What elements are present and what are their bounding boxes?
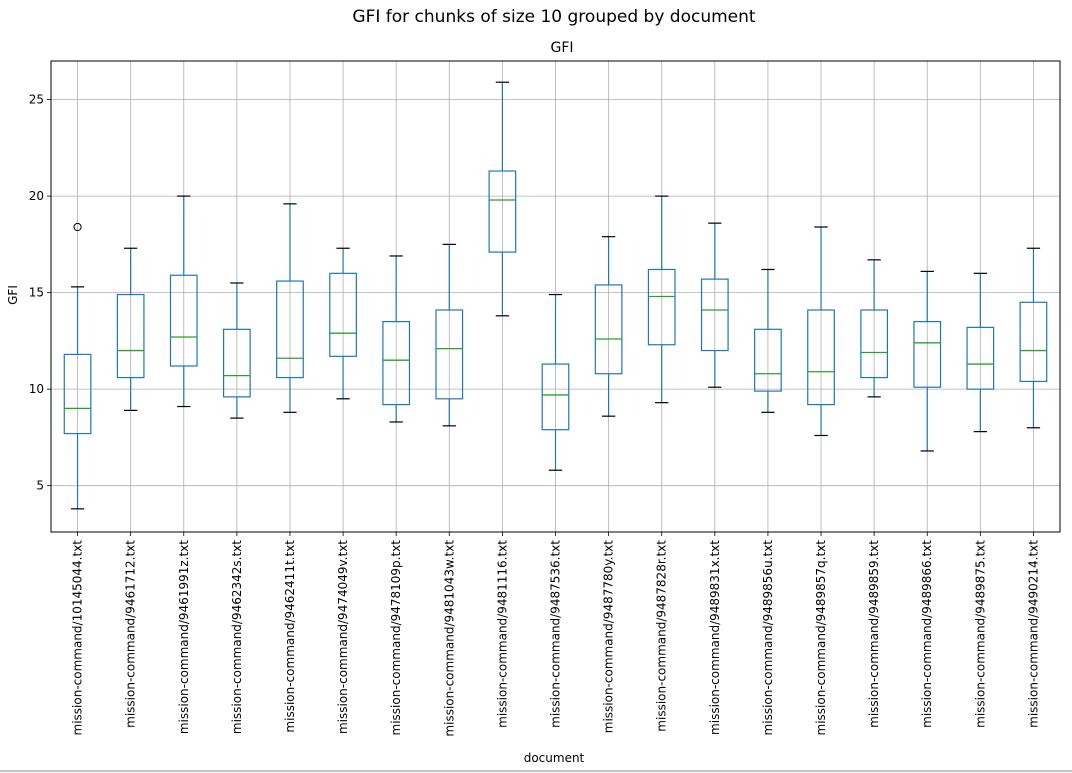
x-tick-label: mission-command/9478109p.txt — [389, 540, 403, 736]
box-body — [276, 280, 304, 379]
chart-suptitle: GFI for chunks of size 10 grouped by doc… — [352, 7, 756, 27]
y-tick-label: 20 — [29, 189, 44, 203]
x-tick-label: mission-command/10145044.txt — [71, 540, 85, 736]
box-body — [913, 320, 942, 388]
box-group — [700, 222, 729, 388]
box-body — [1019, 301, 1048, 383]
box-group — [276, 203, 304, 413]
x-tick-label: mission-command/9474049v.txt — [336, 540, 350, 734]
box-group — [488, 81, 517, 317]
x-tick-label: mission-command/9462342s.txt — [230, 540, 244, 734]
box-body — [63, 353, 92, 435]
y-axis-ticks: 5 10 15 20 25 — [29, 93, 51, 493]
box-group — [63, 222, 92, 510]
x-tick-label: mission-command/9490214.txt — [1026, 540, 1040, 728]
box-body — [329, 272, 357, 357]
box-series — [63, 81, 1048, 510]
y-tick-label: 15 — [29, 286, 44, 300]
box-group — [541, 293, 570, 471]
x-axis-label: document — [524, 751, 585, 765]
x-tick-label: mission-command/9489856u.txt — [761, 540, 775, 736]
box-group — [807, 226, 835, 437]
chart-title: GFI — [550, 40, 573, 56]
x-tick-label: mission-command/9487828r.txt — [655, 540, 669, 732]
x-tick-label: mission-command/9481043w.txt — [442, 540, 456, 737]
y-tick-label: 5 — [36, 479, 44, 493]
box-group — [222, 282, 251, 419]
box-body — [594, 284, 623, 375]
box-group — [754, 268, 782, 413]
box-body — [169, 274, 198, 367]
x-tick-label: mission-command/9489859.txt — [867, 540, 881, 728]
box-group — [594, 236, 623, 417]
box-group — [116, 247, 145, 411]
box-body — [116, 293, 145, 379]
box-body — [382, 320, 411, 406]
box-group — [913, 270, 942, 452]
box-body — [966, 326, 995, 390]
x-tick-label: mission-command/9461991z.txt — [177, 540, 191, 734]
box-body — [435, 309, 464, 400]
box-body — [754, 328, 782, 392]
x-tick-label: mission-command/9462411t.txt — [283, 540, 297, 733]
box-body — [222, 328, 251, 398]
box-group — [1019, 247, 1048, 429]
box-body — [488, 170, 517, 253]
x-tick-label: mission-command/9489831x.txt — [708, 540, 722, 735]
box-group — [647, 195, 676, 404]
x-tick-label: mission-command/9489875.txt — [973, 540, 987, 728]
x-axis-ticks: mission-command/10145044.txt mission-comm… — [71, 532, 1040, 737]
y-axis-label: GFI — [6, 285, 20, 305]
box-group — [169, 195, 198, 408]
box-body — [647, 268, 676, 346]
x-tick-label: mission-command/9487780y.txt — [602, 540, 616, 734]
x-tick-label: mission-command/9489866.txt — [920, 540, 934, 728]
box-body — [807, 309, 835, 406]
x-tick-label: mission-command/9461712.txt — [124, 540, 138, 728]
y-tick-label: 25 — [29, 93, 44, 107]
box-body — [860, 309, 889, 379]
y-tick-label: 10 — [29, 382, 44, 396]
outlier-point — [73, 222, 82, 232]
x-tick-label: mission-command/9487536.txt — [549, 540, 563, 728]
box-group — [860, 259, 889, 398]
box-group — [966, 272, 995, 433]
x-tick-label: mission-command/9481116.txt — [495, 540, 509, 728]
box-group — [435, 243, 464, 427]
box-group — [329, 247, 357, 400]
box-body — [541, 363, 570, 431]
x-tick-label: mission-command/9489857q.txt — [814, 540, 828, 736]
box-body — [700, 278, 729, 352]
box-group — [382, 255, 411, 423]
